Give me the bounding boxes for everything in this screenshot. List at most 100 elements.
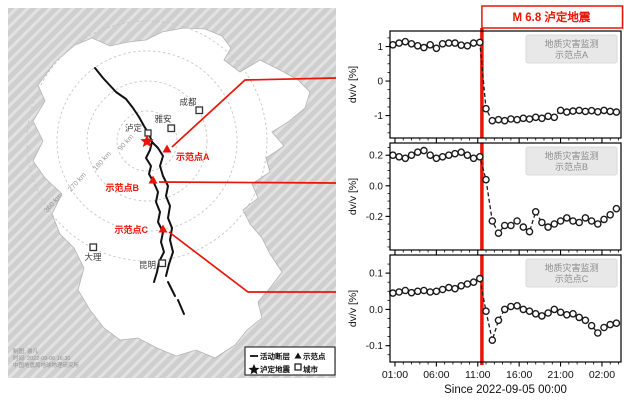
legend-city-label: 城市 (303, 364, 318, 374)
data-point (507, 221, 515, 230)
distance-rings (26, 20, 268, 262)
y-tick-label: 0.0 (369, 305, 383, 316)
data-point (457, 148, 465, 156)
data-point (401, 286, 410, 295)
map-svg: 90 km 180 km 270 km 360 km (8, 8, 336, 378)
data-point (445, 39, 453, 47)
data-point (556, 217, 565, 225)
data-point (445, 151, 453, 159)
data-point (556, 308, 565, 317)
fault-segment-1 (167, 281, 176, 297)
data-point (469, 154, 478, 163)
data-point (513, 301, 521, 310)
data-point (600, 323, 608, 332)
city-markers (89, 106, 204, 268)
data-point (407, 40, 416, 48)
data-point (575, 218, 583, 227)
data-point (407, 151, 416, 159)
data-point (569, 309, 577, 318)
data-point (556, 106, 565, 115)
data-point (519, 114, 528, 123)
site-label-b: 示范点B (106, 182, 140, 193)
site-triangles (148, 144, 172, 233)
map-panel: 90 km 180 km 270 km 360 km (8, 8, 336, 378)
city-label-kunming: 昆明 (139, 260, 156, 270)
plot-legend-line1: 地质灾害监测 (544, 262, 598, 273)
legend-fault-label: 活动断层 (260, 351, 290, 361)
data-point (575, 313, 583, 322)
city-label-luding: 泸定 (125, 123, 143, 133)
data-point (426, 151, 434, 159)
epicenter-star-icon (140, 134, 154, 148)
data-point (519, 223, 528, 231)
y-axis-label: dv/v [%] (347, 178, 359, 215)
data-point (525, 115, 534, 123)
x-tick-label: 02:00 (589, 369, 615, 381)
callout-line-b (158, 181, 336, 184)
legend-earthquake-symbol-icon (248, 364, 260, 375)
x-axis-label: Since 2022-09-05 00:00 (444, 384, 567, 396)
y-axis-label: dv/v [%] (347, 66, 359, 103)
data-point (494, 229, 503, 237)
event-title: M 6.8 泸定地震 (512, 10, 590, 24)
data-point (538, 218, 546, 227)
data-point (494, 115, 503, 124)
data-point (587, 106, 596, 115)
map-legend: 活动断层 示范点 泸定地震 城市 (244, 346, 336, 376)
data-point (426, 288, 434, 296)
ring-270km (56, 50, 238, 232)
map-legend-box (244, 346, 336, 376)
data-point (593, 220, 602, 228)
data-point (500, 305, 509, 314)
fault-lines (94, 67, 185, 315)
city-marker-kunming (158, 259, 167, 268)
data-point (562, 310, 571, 319)
data-point (401, 154, 410, 163)
data-point (469, 278, 478, 287)
city-marker-luding (144, 129, 152, 137)
data-point (513, 217, 521, 225)
data-point (438, 285, 447, 294)
data-point (475, 274, 484, 283)
data-point (389, 41, 397, 49)
data-point (581, 316, 590, 325)
data-point (488, 336, 497, 345)
y-axis-label: dv/v [%] (347, 290, 359, 327)
data-point (413, 42, 422, 50)
plot-legend-line2: 示范点B (555, 161, 588, 172)
legend-site-label: 示范点 (302, 351, 326, 361)
site-triangle-a-icon (162, 144, 172, 153)
x-tick-label: 06:00 (423, 369, 449, 381)
data-point (438, 40, 447, 48)
plot-legend-box (525, 258, 618, 288)
data-point (395, 288, 403, 296)
fault-branch (151, 141, 174, 277)
province-outline (32, 27, 311, 359)
data-point (593, 329, 602, 337)
site-triangle-b-icon (148, 175, 158, 184)
data-point (432, 44, 441, 53)
callout-lines (158, 77, 336, 293)
data-point (451, 39, 459, 47)
data-point (420, 146, 428, 155)
data-point (538, 312, 546, 320)
data-point (544, 223, 552, 231)
data-point (389, 289, 397, 297)
data-point (600, 215, 608, 224)
data-point (407, 288, 416, 297)
x-tick-label: 21:00 (547, 369, 573, 381)
data-point (550, 220, 559, 228)
y-tick-label: 0.1 (369, 269, 383, 280)
data-point (544, 309, 552, 317)
data-point (581, 107, 590, 116)
data-point (550, 305, 559, 314)
y-tick-label: 0 (377, 77, 383, 88)
y-tick-label: 0.0 (369, 181, 383, 192)
x-tick-label: 11:00 (465, 369, 491, 381)
y-tick-label: -0.2 (366, 212, 384, 223)
data-point (606, 210, 615, 219)
legend-site-symbol-icon (294, 352, 302, 359)
data-point (420, 286, 428, 295)
